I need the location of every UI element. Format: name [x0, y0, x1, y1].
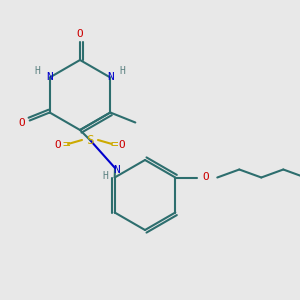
Text: N: N — [114, 165, 120, 175]
Text: H: H — [119, 67, 125, 76]
Text: H: H — [102, 171, 108, 181]
Text: S: S — [86, 134, 94, 146]
Text: H: H — [35, 67, 41, 76]
Text: O: O — [202, 172, 209, 182]
Text: O: O — [18, 118, 25, 128]
Text: O: O — [118, 140, 125, 150]
Text: N: N — [46, 73, 53, 82]
Text: =: = — [62, 139, 70, 152]
Text: =: = — [110, 139, 118, 152]
Text: N: N — [107, 73, 114, 82]
Text: O: O — [55, 140, 62, 150]
Text: O: O — [76, 29, 83, 39]
